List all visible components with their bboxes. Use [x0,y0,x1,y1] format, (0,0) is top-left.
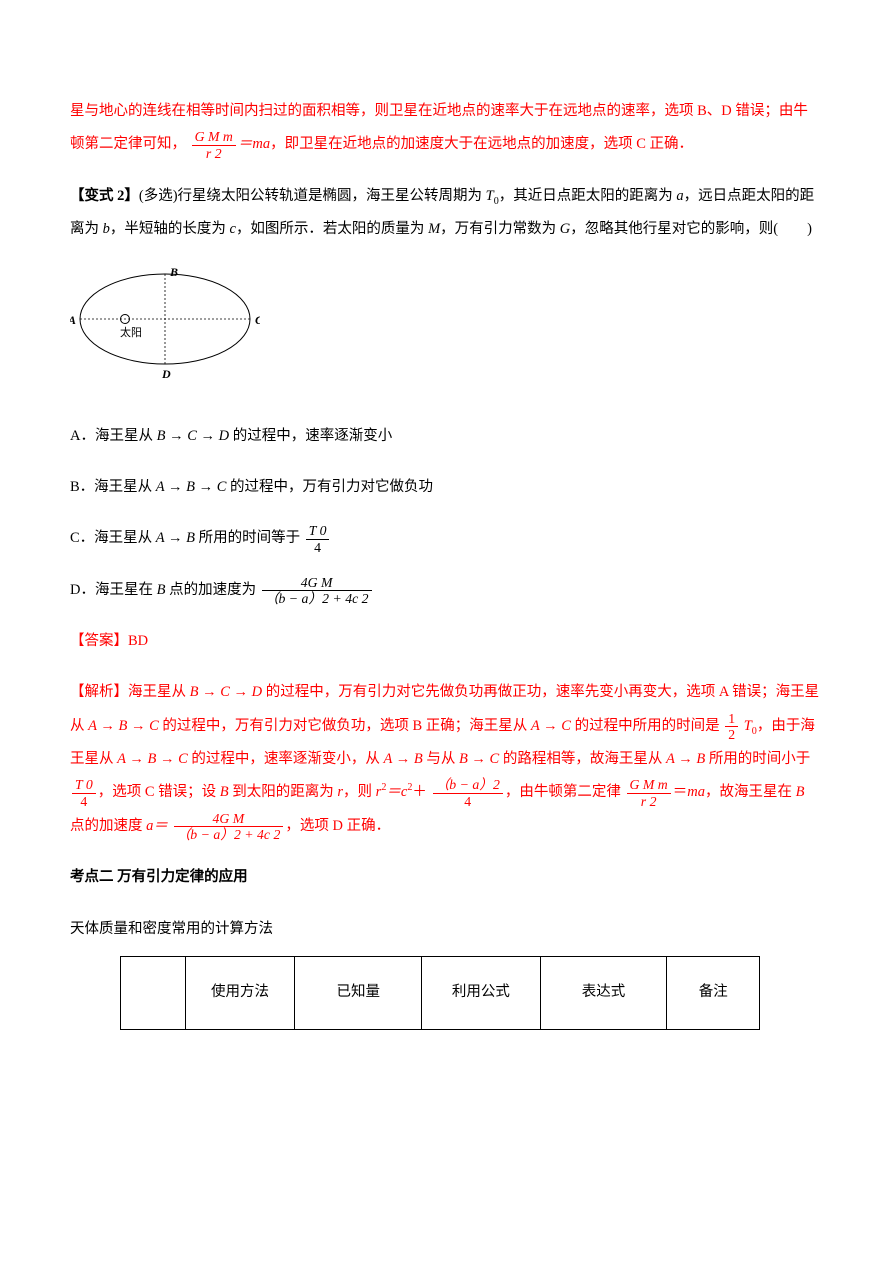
fraction-4GM-expr: 4G M （b − a）2 + 4c 2 [262,575,372,606]
variant-label: 【变式 2】 [70,188,139,204]
fraction-T0-4: T 0 4 [306,523,330,554]
fraction-GMm-r2: G M m r 2 [192,129,236,160]
svg-text:太阳: 太阳 [120,326,142,339]
methods-table: 使用方法 已知量 利用公式 表达式 备注 [120,956,760,1030]
topic-title: 万有引力定律的应用 [114,869,248,885]
svg-text:D: D [161,367,171,381]
fraction-GMm-r2b: G M m r 2 [627,777,671,808]
option-b: B．海王星从 A → B → C 的过程中，万有引力对它做负功 [70,471,822,504]
topic-label: 考点二 [70,869,114,885]
eq-ma: ＝ma [238,136,270,152]
variant-stem: 【变式 2】(多选)行星绕太阳公转轨道是椭圆，海王星公转周期为 T0，其近日点距… [70,180,822,247]
explanation: 【解析】海王星从 B → C → D 的过程中，万有引力对它先做负功再做正功，速… [70,676,822,843]
explanation-label: 【解析】 [70,684,128,700]
option-a: A．海王星从 B → C → D 的过程中，速率逐渐变小 [70,420,822,453]
table-header-row: 使用方法 已知量 利用公式 表达式 备注 [121,956,760,1029]
answer-label: 【答案】 [70,633,128,649]
th-blank [121,956,186,1029]
text: ，即卫星在近地点的加速度大于在远地点的加速度，选项 C 正确． [270,136,693,152]
option-d: D．海王星在 B 点的加速度为 4G M （b − a）2 + 4c 2 [70,574,822,607]
continued-analysis: 星与地心的连线在相等时间内扫过的面积相等，则卫星在近地点的速率大于在远地点的速率… [70,95,822,162]
fraction-4GM-exprb: 4G M （b − a）2 + 4c 2 [174,811,284,842]
th-known: 已知量 [295,956,422,1029]
th-note: 备注 [667,956,760,1029]
orbit-svg: 太阳 A B C D [70,264,260,384]
fraction-T0-4b: T 0 4 [72,777,96,808]
svg-text:C: C [255,313,260,327]
th-method: 使用方法 [185,956,295,1029]
page: 星与地心的连线在相等时间内扫过的面积相等，则卫星在近地点的速率大于在远地点的速率… [0,0,892,1262]
th-expr: 表达式 [540,956,667,1029]
fraction-1-2: 1 2 [725,711,738,742]
svg-text:B: B [169,265,178,279]
fraction-ba2-4: （b − a）2 4 [433,777,503,808]
svg-text:A: A [70,313,76,327]
orbit-diagram: 太阳 A B C D [70,264,822,397]
sub-text: 天体质量和密度常用的计算方法 [70,913,822,946]
answer-value: BD [128,633,148,649]
answer: 【答案】BD [70,625,822,658]
option-c: C．海王星从 A → B 所用的时间等于 T 0 4 [70,522,822,555]
topic-2-heading: 考点二 万有引力定律的应用 [70,861,822,894]
th-formula: 利用公式 [422,956,540,1029]
